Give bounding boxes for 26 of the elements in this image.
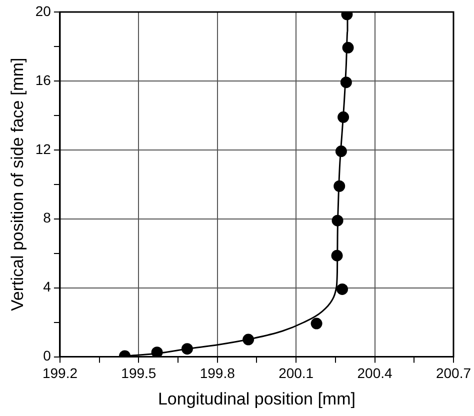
x-tick-label: 200.4 [357,365,393,382]
point [331,250,343,262]
y-tick-label: 4 [43,278,52,295]
y-tick-label: 16 [35,72,52,88]
point [335,146,347,158]
point [242,334,254,346]
x-tick-label: 200.1 [278,365,314,382]
point [181,343,193,355]
point [151,346,163,357]
x-tick-label: 200.7 [436,365,472,382]
y-tick-label: 8 [43,210,52,226]
y-tick-label: 20 [35,2,52,19]
point [340,76,352,88]
point [336,283,348,295]
x-tick-label: 199.2 [42,365,78,382]
x-tick-label: 199.5 [121,365,156,382]
y-tick-label: 12 [35,140,52,157]
point [310,318,322,330]
x-tick-label: 199.8 [200,365,236,382]
x-axis-title: Longitudinal position [mm] [158,389,356,408]
y-tick-label: 0 [43,348,52,364]
point [338,111,350,123]
point [334,180,346,192]
y-axis-title: Vertical position of side face [mm] [8,58,27,312]
point [332,214,344,226]
point [342,42,354,54]
